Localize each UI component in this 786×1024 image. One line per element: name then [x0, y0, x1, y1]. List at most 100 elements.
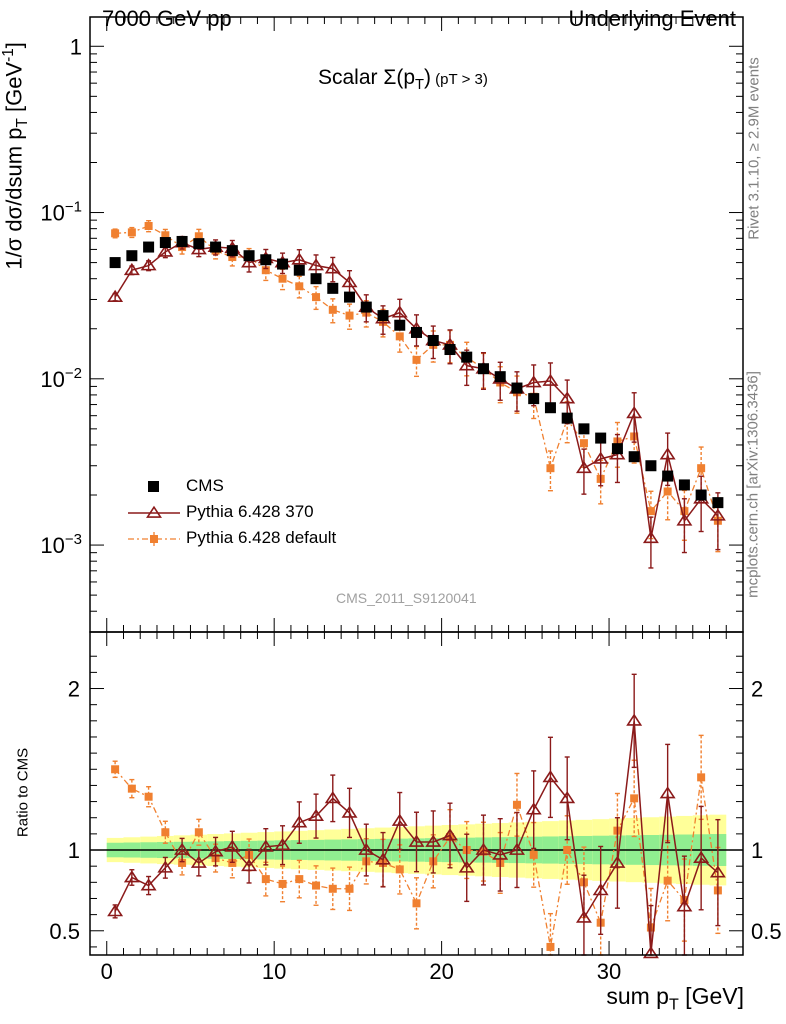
plot-title-sub: T	[415, 77, 424, 94]
axis-ticks: 10−310−210−110.5 0.51 12 20 10 20 30	[40, 17, 782, 984]
y-tick-base: 10	[40, 201, 64, 226]
pdef-point	[261, 266, 270, 275]
ratio-p370-point	[408, 834, 425, 847]
cms-point	[277, 258, 289, 270]
cms-point	[578, 423, 590, 435]
p370-point	[559, 391, 576, 404]
cms-point	[226, 245, 238, 257]
cms-point	[327, 282, 339, 294]
ratio-p370-point	[609, 855, 626, 868]
cms-point	[561, 412, 573, 424]
ratio-p370-point	[324, 791, 341, 804]
pdef-point	[663, 487, 672, 496]
cms-point	[360, 301, 372, 313]
p370-point	[592, 451, 609, 464]
y-tick-exponent: −2	[65, 365, 82, 382]
legend-cms-marker	[148, 481, 159, 492]
ratio-p370-point	[207, 844, 224, 857]
ratio-panel-frame	[89, 631, 744, 956]
pdef-point	[312, 293, 321, 302]
cms-point	[628, 451, 640, 463]
y-tick-label: 10−1	[40, 199, 82, 226]
p370-point	[458, 358, 475, 371]
cms-point	[678, 479, 690, 491]
p370-point	[575, 460, 592, 474]
ratio-pdef-point	[278, 879, 287, 888]
ratio-p370-point	[659, 786, 676, 799]
pdef-point	[646, 507, 655, 516]
ratio-p370-point	[123, 870, 140, 883]
ratio-p370-point	[341, 805, 358, 818]
ratio-p370-point	[274, 837, 291, 851]
cms-point	[695, 489, 707, 501]
legend-pdef-label: Pythia 6.428 default	[186, 528, 337, 547]
p370-point	[123, 262, 140, 276]
ylabel-unit-sup: -1	[0, 48, 18, 62]
pdef-point	[295, 282, 304, 291]
pdef-point	[345, 311, 354, 320]
pdef-point	[328, 305, 337, 314]
cms-point	[427, 334, 439, 346]
ylabel-unit-close: ]	[1, 42, 27, 49]
ratio-p370-point	[559, 791, 576, 804]
ratio-p370-point	[693, 850, 710, 863]
x-axis-label: sum pT [GeV]	[606, 983, 744, 1015]
ratio-pdef-point	[295, 875, 304, 884]
ratio-p370-point	[308, 808, 325, 822]
ratio-pdef-point	[194, 828, 203, 837]
ylabel-unit: [GeV	[1, 61, 27, 119]
ratio-pdef-point	[697, 773, 706, 782]
pdef-point	[194, 232, 203, 241]
ratio-p370-point	[224, 839, 241, 852]
ratio-pdef-point	[328, 884, 337, 893]
y-tick-label: 1	[70, 34, 82, 59]
ylabel-sub: T	[13, 118, 31, 128]
ratio-p370-point	[508, 842, 525, 855]
analysis-watermark: CMS_2011_S9120041	[336, 590, 477, 606]
ratio-p370-point	[575, 910, 592, 923]
y-tick-exponent: −3	[65, 531, 82, 548]
ratio-y-tick-label-right: 0.5	[751, 919, 782, 944]
top-panel-series	[107, 220, 726, 569]
header-right: Underlying Event	[568, 6, 736, 31]
cms-point	[611, 443, 623, 455]
ratio-pdef-point	[127, 784, 136, 793]
ratio-p370-point	[442, 828, 458, 841]
ratio-p370-point	[425, 834, 442, 847]
p370-point	[525, 375, 542, 388]
pdef-point	[161, 231, 170, 240]
header-left: 7000 GeV pp	[102, 6, 232, 31]
ratio-pdef-point	[395, 865, 404, 874]
ratio-p370-point	[358, 842, 375, 855]
ratio-pdef-point	[412, 899, 421, 908]
ratio-pdef-point	[261, 875, 270, 884]
ratio-p370-point	[241, 858, 258, 872]
ratio-pdef-point	[111, 765, 120, 774]
pdef-point	[697, 464, 706, 473]
ratio-p370-point	[475, 842, 492, 855]
plot-title-main: Scalar Σ(p	[318, 66, 416, 89]
pdef-point	[127, 228, 136, 237]
p370-point	[709, 508, 726, 521]
xlabel-text: sum p	[606, 983, 669, 1009]
ratio-p370-point	[642, 946, 659, 959]
cms-point	[411, 326, 422, 338]
ylabel-text: 1/σ dσ/dsum p	[1, 127, 27, 270]
ratio-pdef-point	[312, 881, 321, 890]
cms-point	[477, 363, 489, 375]
p370-point	[291, 252, 308, 265]
p370-point	[341, 275, 358, 288]
cms-point	[109, 257, 121, 269]
ratio-p370-point	[257, 839, 274, 852]
ratio-y-tick-label-right: 1	[751, 838, 763, 863]
x-tick-label: 0	[101, 959, 113, 984]
p370-point	[157, 244, 174, 257]
ratio-pdef-point	[512, 800, 521, 809]
ratio-p370-point	[458, 860, 475, 873]
pdef-point	[412, 355, 421, 364]
y-tick-exponent: −1	[65, 199, 82, 216]
ratio-y-axis-label: Ratio to CMS	[14, 747, 32, 838]
pdef-point	[111, 229, 120, 238]
mcplots-label: mcplots.cern.ch [arXiv:1306.3436]	[744, 371, 762, 598]
ratio-y-tick-label: 2	[68, 677, 80, 702]
